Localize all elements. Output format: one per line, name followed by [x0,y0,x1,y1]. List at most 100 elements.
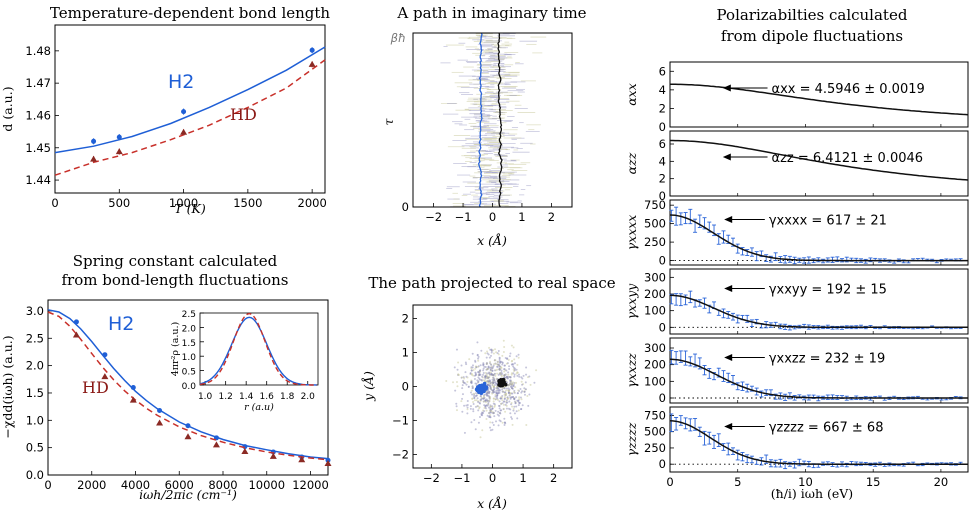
realspace-cloud-point [480,379,483,382]
spring-y-tick-label: 1.5 [26,386,44,400]
realspace-cloud-point [488,356,491,359]
inset-x-tick-label: 1.0 [198,392,213,402]
bond-x-tick-label: 500 [108,196,130,210]
realspace-cloud-point [488,366,491,369]
realspace-cloud-point [482,371,485,374]
spring-x-tick-label: 6000 [165,478,194,492]
realspace-cloud-point [515,405,518,408]
realspace-cloud-point [489,380,492,383]
realspace-cloud-point [497,410,500,413]
realspace-cloud-point [512,409,515,412]
imagtime-x-tick-label: −1 [455,210,472,224]
spring-line-hd [47,311,329,461]
realspace-cloud-point [477,400,480,403]
inset-plot-area [199,312,318,386]
realspace-cloud-point [511,363,514,366]
realspace-cloud-point [470,372,473,375]
realspace-cloud-point [503,421,506,424]
realspace-cloud-point [498,359,501,362]
realspace-cloud-point [498,357,501,360]
polar-ylabel: γxxxx [624,215,639,251]
bond-point-h2 [309,47,315,53]
polar-panel-frame [669,406,969,473]
polar-panel: 0 2 4 6 αxx αxx = 4.5946 ± 0.0019 [624,61,969,134]
bond-axes-frame [54,24,326,194]
polar-ylabel: αzz [624,152,639,174]
realspace-cloud-point [496,389,499,392]
realspace-cloud-point [484,374,487,377]
realspace-x-tick-label: 1 [519,471,526,485]
polar-y-tick-label: 500 [644,425,666,439]
realspace-cloud-point [488,390,491,393]
polar-title-line2: from dipole fluctuations [721,27,903,45]
realspace-cloud-point [463,404,466,407]
realspace-cloud-point [503,364,506,367]
realspace-cloud-point [494,393,497,396]
realspace-cloud-point [516,417,519,420]
spring-axes-frame [47,299,329,476]
realspace-cloud-point [445,379,448,382]
realspace-cloud-point [496,394,499,397]
bond-title: Temperature-dependent bond length [50,4,331,22]
spring-y-tick-label: 2.5 [26,331,44,345]
realspace-cloud-point [501,388,504,391]
polar-y-tick-label: 300 [644,270,666,284]
realspace-cloud-point [489,360,492,363]
spring-point-hd [298,456,306,463]
realspace-cloud-point [489,371,492,374]
spring-point-hd [269,452,277,459]
realspace-cloud-point [511,392,514,395]
realspace-cloud-point [505,362,508,365]
realspace-cloud-point [509,392,512,395]
realspace-cloud-point [472,403,475,406]
realspace-cloud-point [513,358,516,361]
realspace-cloud-point [461,387,464,390]
realspace-cloud-point [495,362,498,365]
realspace-cloud-point [503,417,506,420]
polar-arrow-head [724,216,733,223]
realspace-axes-frame [412,304,573,469]
polar-y-tick-label: 200 [644,287,666,301]
bond-y-tick-label: 1.45 [25,141,51,155]
realspace-cloud-point [460,364,463,367]
realspace-cloud-point [493,385,496,388]
realspace-cloud-point [492,381,495,384]
realspace-cloud-point [473,419,476,422]
realspace-cloud-point [522,374,525,377]
realspace-cloud-point [520,398,523,401]
realspace-cloud-point [477,357,480,360]
polar-y-tick-label: 4 [659,83,666,97]
realspace-cloud-point [484,352,487,355]
realspace-cloud-point [484,407,487,410]
realspace-cloud-point [523,387,526,390]
realspace-cloud-point [507,407,510,410]
realspace-cloud-point [523,390,526,393]
realspace-cloud-point [503,423,506,426]
imagtime-path-blue [478,32,483,208]
polar-y-tick-label: 0 [659,391,666,405]
polar-arrow-head [724,354,733,361]
realspace-title: The path projected to real space [368,274,615,292]
realspace-x-tick-label: 2 [550,471,557,485]
polar-arrow-head [722,153,731,161]
realspace-cloud-point [486,350,489,353]
realspace-cloud-point [513,412,516,415]
realspace-cloud-point [506,357,509,360]
realspace-cloud-point [512,372,515,375]
realspace-cloud-point [483,365,486,368]
realspace-cloud-point [511,383,514,386]
realspace-cloud-point [484,365,487,368]
polar-y-tick-label: 0 [659,457,666,471]
polar-y-tick-label: 2 [659,172,666,186]
realspace-cloud-point [472,408,475,411]
realspace-cloud-point [464,382,467,385]
bond-ylabel: d (a.u.) [0,86,15,131]
realspace-cloud-point [509,412,512,415]
realspace-cloud-point [457,361,460,364]
realspace-cloud-point [485,409,488,412]
realspace-cloud-point [502,400,505,403]
realspace-cloud-point [466,404,469,407]
realspace-cloud-point [513,373,516,376]
imagtime-y-tick-label: 0 [402,200,409,214]
spring-y-tick-label: 2.0 [26,359,44,373]
